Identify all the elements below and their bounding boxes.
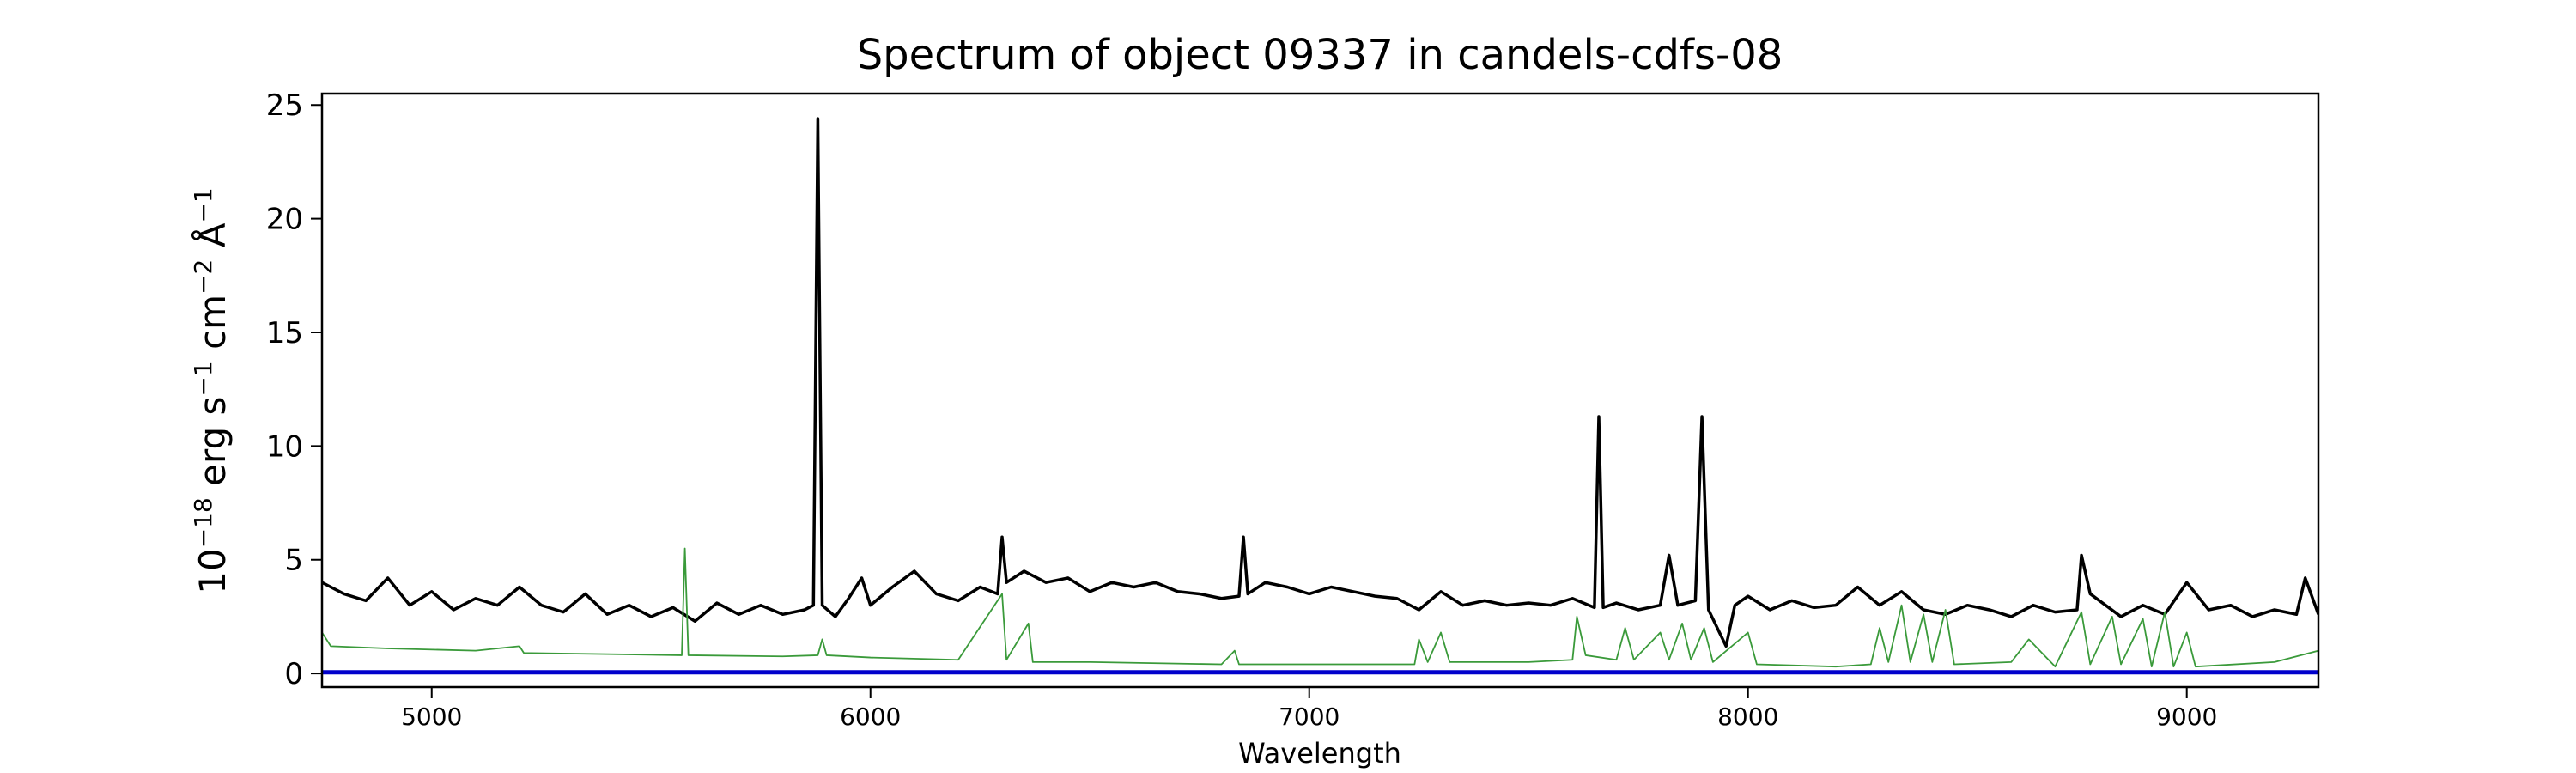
x-tick-label: 6000: [840, 703, 901, 731]
spectrum-line: [322, 547, 2318, 668]
y-label-text: Å: [191, 222, 234, 259]
y-tick-label: 25: [266, 88, 303, 123]
y-label-sup: −1: [189, 361, 217, 396]
y-tick-label: 5: [284, 544, 303, 578]
y-tick-label: 15: [266, 316, 303, 350]
y-label-sup: −2: [189, 259, 217, 295]
x-tick-label: 5000: [401, 703, 462, 731]
y-axis-label: 10−18 erg s−1 cm−2 Å−1: [189, 187, 234, 593]
x-axis-label: Wavelength: [1238, 737, 1401, 770]
y-label-sup: −18: [189, 497, 217, 548]
y-tick-label: 20: [266, 203, 303, 237]
y-label-text: cm: [191, 295, 234, 361]
y-label-text: 10: [191, 548, 234, 593]
x-tick-label: 9000: [2156, 703, 2217, 731]
y-label-sup: −1: [189, 187, 217, 222]
x-tick-label: 7000: [1279, 703, 1340, 731]
x-tick-label: 8000: [1717, 703, 1778, 731]
chart-title: Spectrum of object 09337 in candels-cdfs…: [857, 31, 1783, 79]
y-tick-label: 0: [284, 657, 303, 691]
y-tick-label: 10: [266, 429, 303, 464]
plot-frame: [320, 92, 2320, 689]
spectrum-line: [322, 117, 2318, 648]
y-label-text: erg s: [191, 397, 234, 498]
